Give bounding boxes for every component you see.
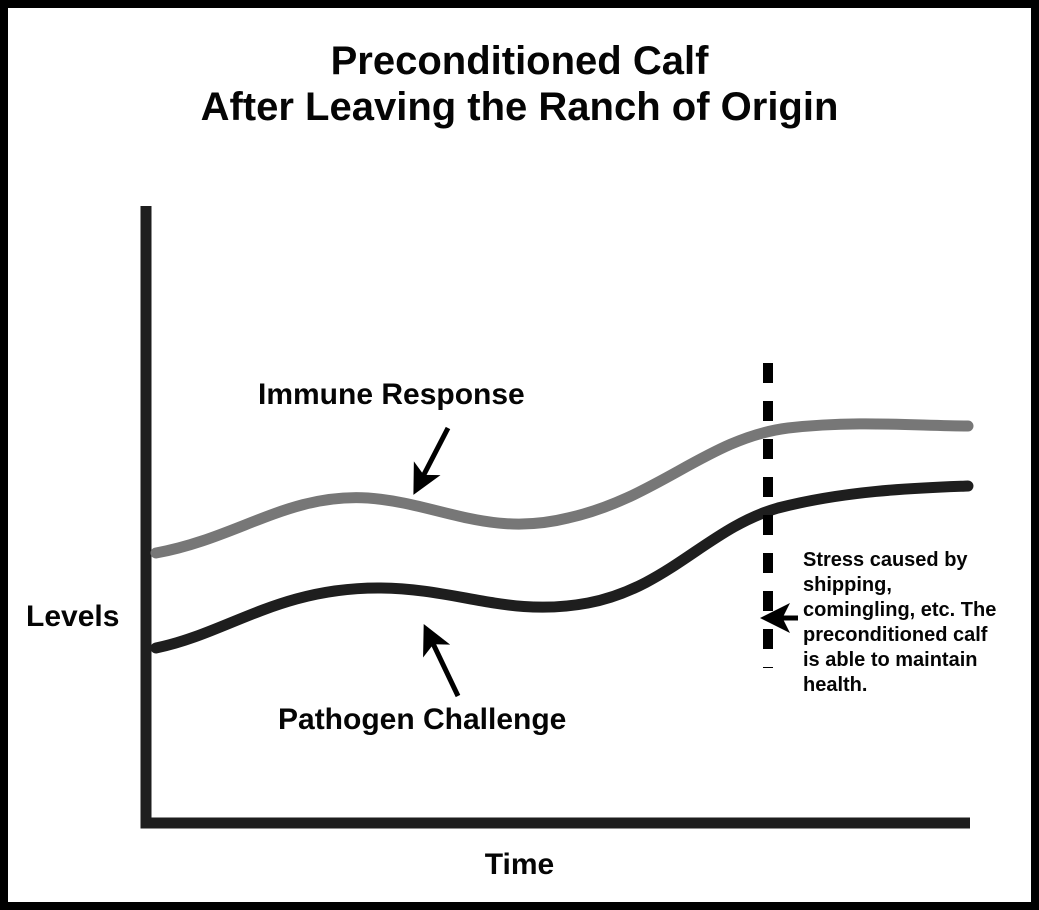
stress-annotation: Stress caused by shipping, comingling, e…	[803, 548, 1003, 698]
immune-response-label: Immune Response	[258, 378, 525, 412]
pathogen-challenge-label: Pathogen Challenge	[278, 703, 566, 737]
immune-arrow-icon	[418, 428, 448, 486]
immune-response-line	[156, 424, 968, 553]
pathogen-arrow-icon	[428, 633, 458, 696]
y-axis-label: Levels	[26, 600, 119, 634]
chart-svg	[8, 8, 1031, 902]
x-axis-label: Time	[8, 848, 1031, 882]
chart-frame: Preconditioned Calf After Leaving the Ra…	[0, 0, 1039, 910]
